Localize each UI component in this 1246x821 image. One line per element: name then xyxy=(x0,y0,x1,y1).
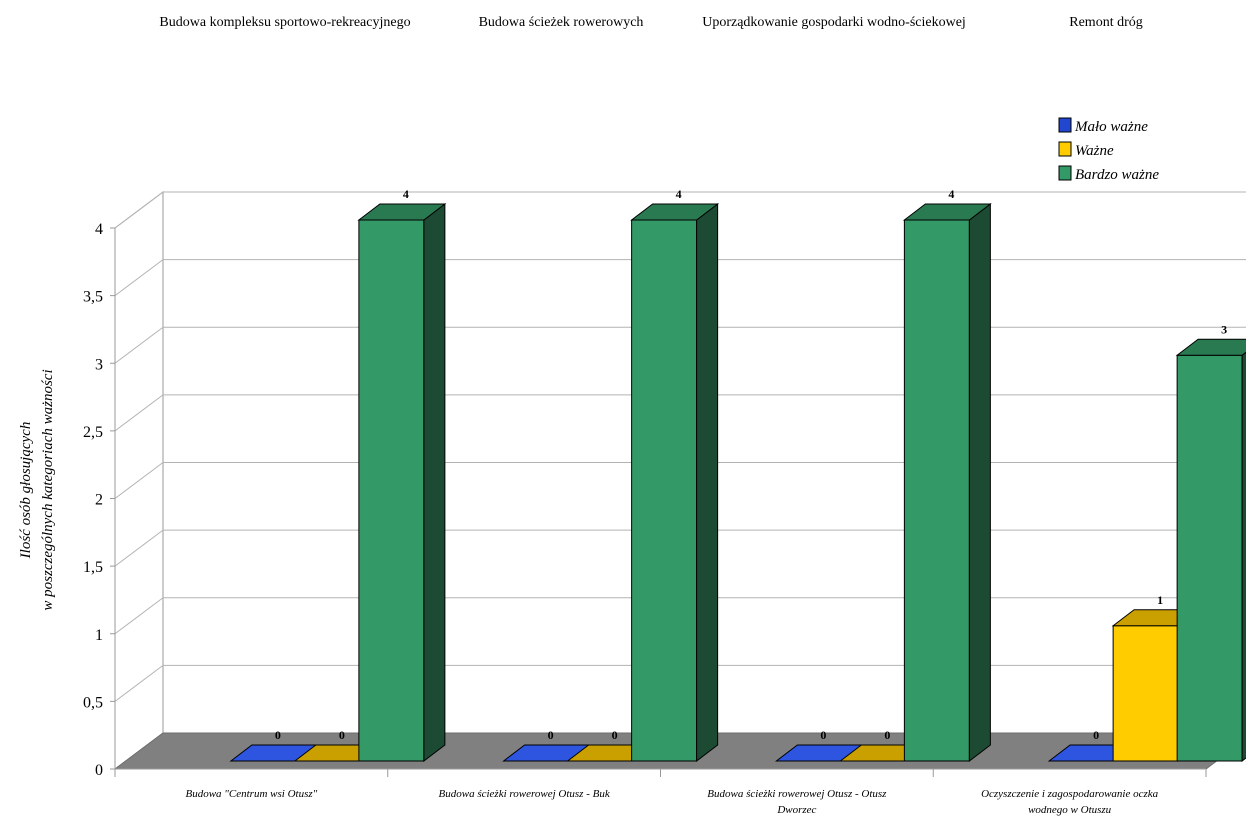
bar-front xyxy=(1176,354,1243,762)
data-label: 4 xyxy=(948,187,954,201)
y-axis-title: Ilość osób głosujących w poszczególnych k… xyxy=(18,369,56,610)
bar-Bardzo ważne-3: 4 xyxy=(902,187,992,763)
legend-swatch xyxy=(1058,141,1072,157)
bar-side xyxy=(423,202,446,763)
gridline-side xyxy=(114,597,164,635)
gridline-side xyxy=(114,664,164,702)
bar-front xyxy=(1112,625,1179,762)
bar-top xyxy=(1175,338,1246,356)
data-label: 3 xyxy=(1221,322,1227,336)
bar-front xyxy=(358,219,425,762)
y-tick-label: 0,5 xyxy=(83,694,103,711)
top-category-label: Uporządkowanie gospodarki wodno-ściekowe… xyxy=(702,15,966,30)
gridline-side xyxy=(114,259,164,297)
x-category-label: Oczyszczenie i zagospodarowanie oczka wod… xyxy=(981,788,1159,816)
bar-side xyxy=(696,202,719,763)
y-tick-label: 2 xyxy=(95,492,103,509)
bar-side xyxy=(1241,351,1246,763)
gridline-side xyxy=(114,326,164,364)
bar-Bardzo ważne-2: 4 xyxy=(630,187,720,763)
bar-front xyxy=(903,219,970,762)
x-category-label: Budowa ścieżki rowerowej Otusz - Otusz Dw… xyxy=(707,788,887,816)
x-category-label: Budowa ścieżki rowerowej Otusz - Buk xyxy=(439,788,611,800)
bar-front xyxy=(631,219,698,762)
data-label: 0 xyxy=(884,728,890,742)
y-tick-label: 0 xyxy=(95,762,103,779)
legend-swatch xyxy=(1058,117,1072,133)
data-label: 4 xyxy=(403,187,409,201)
y-tick-label: 2,5 xyxy=(83,424,103,441)
y-tick-label: 3 xyxy=(95,356,103,373)
y-tick-label: 3,5 xyxy=(83,289,103,306)
bar-top xyxy=(630,203,720,221)
legend-label: Bardzo ważne xyxy=(1075,167,1159,183)
bar-top xyxy=(902,203,992,221)
top-category-label: Remont dróg xyxy=(1069,15,1143,30)
x-category-label: Budowa "Centrum wsi Otusz" xyxy=(185,788,317,800)
top-category-label: Budowa ścieżek rowerowych xyxy=(479,15,644,30)
y-tick-label: 1 xyxy=(95,627,103,644)
bar-top xyxy=(357,203,447,221)
top-category-labels: Budowa kompleksu sportowo-rekreacyjnego B… xyxy=(159,15,1142,30)
data-label: 0 xyxy=(612,728,618,742)
data-label: 0 xyxy=(1093,728,1099,742)
bar-side xyxy=(968,202,991,763)
legend-label: Ważne xyxy=(1075,143,1114,159)
data-label: 0 xyxy=(820,728,826,742)
data-label: 4 xyxy=(676,187,682,201)
legend-label: Mało ważne xyxy=(1074,119,1148,135)
gridline-side xyxy=(114,462,164,499)
y-tick-label: 4 xyxy=(95,221,103,238)
x-axis: Budowa "Centrum wsi Otusz" Budowa ścieżki… xyxy=(114,768,1207,816)
legend: Mało ważne Ważne Bardzo ważne xyxy=(1058,117,1159,183)
data-label: 0 xyxy=(548,728,554,742)
bars: 0 0 4 0 0 4 0 0 4 0 1 3 xyxy=(229,187,1246,763)
y-tick-label: 1,5 xyxy=(83,559,103,576)
gridline-side xyxy=(114,529,164,567)
gridline-side xyxy=(114,394,164,432)
data-label: 1 xyxy=(1157,593,1163,607)
data-label: 0 xyxy=(275,728,281,742)
gridline-side xyxy=(114,191,164,229)
bar-Bardzo ważne-1: 4 xyxy=(357,187,447,763)
data-label: 0 xyxy=(339,728,345,742)
legend-swatch xyxy=(1058,165,1072,181)
bar-Bardzo ważne-4: 3 xyxy=(1175,322,1246,763)
top-category-label: Budowa kompleksu sportowo-rekreacyjnego xyxy=(159,15,410,30)
y-axis: 0 0,5 1 1,5 2 2,5 3 3,5 4 xyxy=(83,221,116,779)
